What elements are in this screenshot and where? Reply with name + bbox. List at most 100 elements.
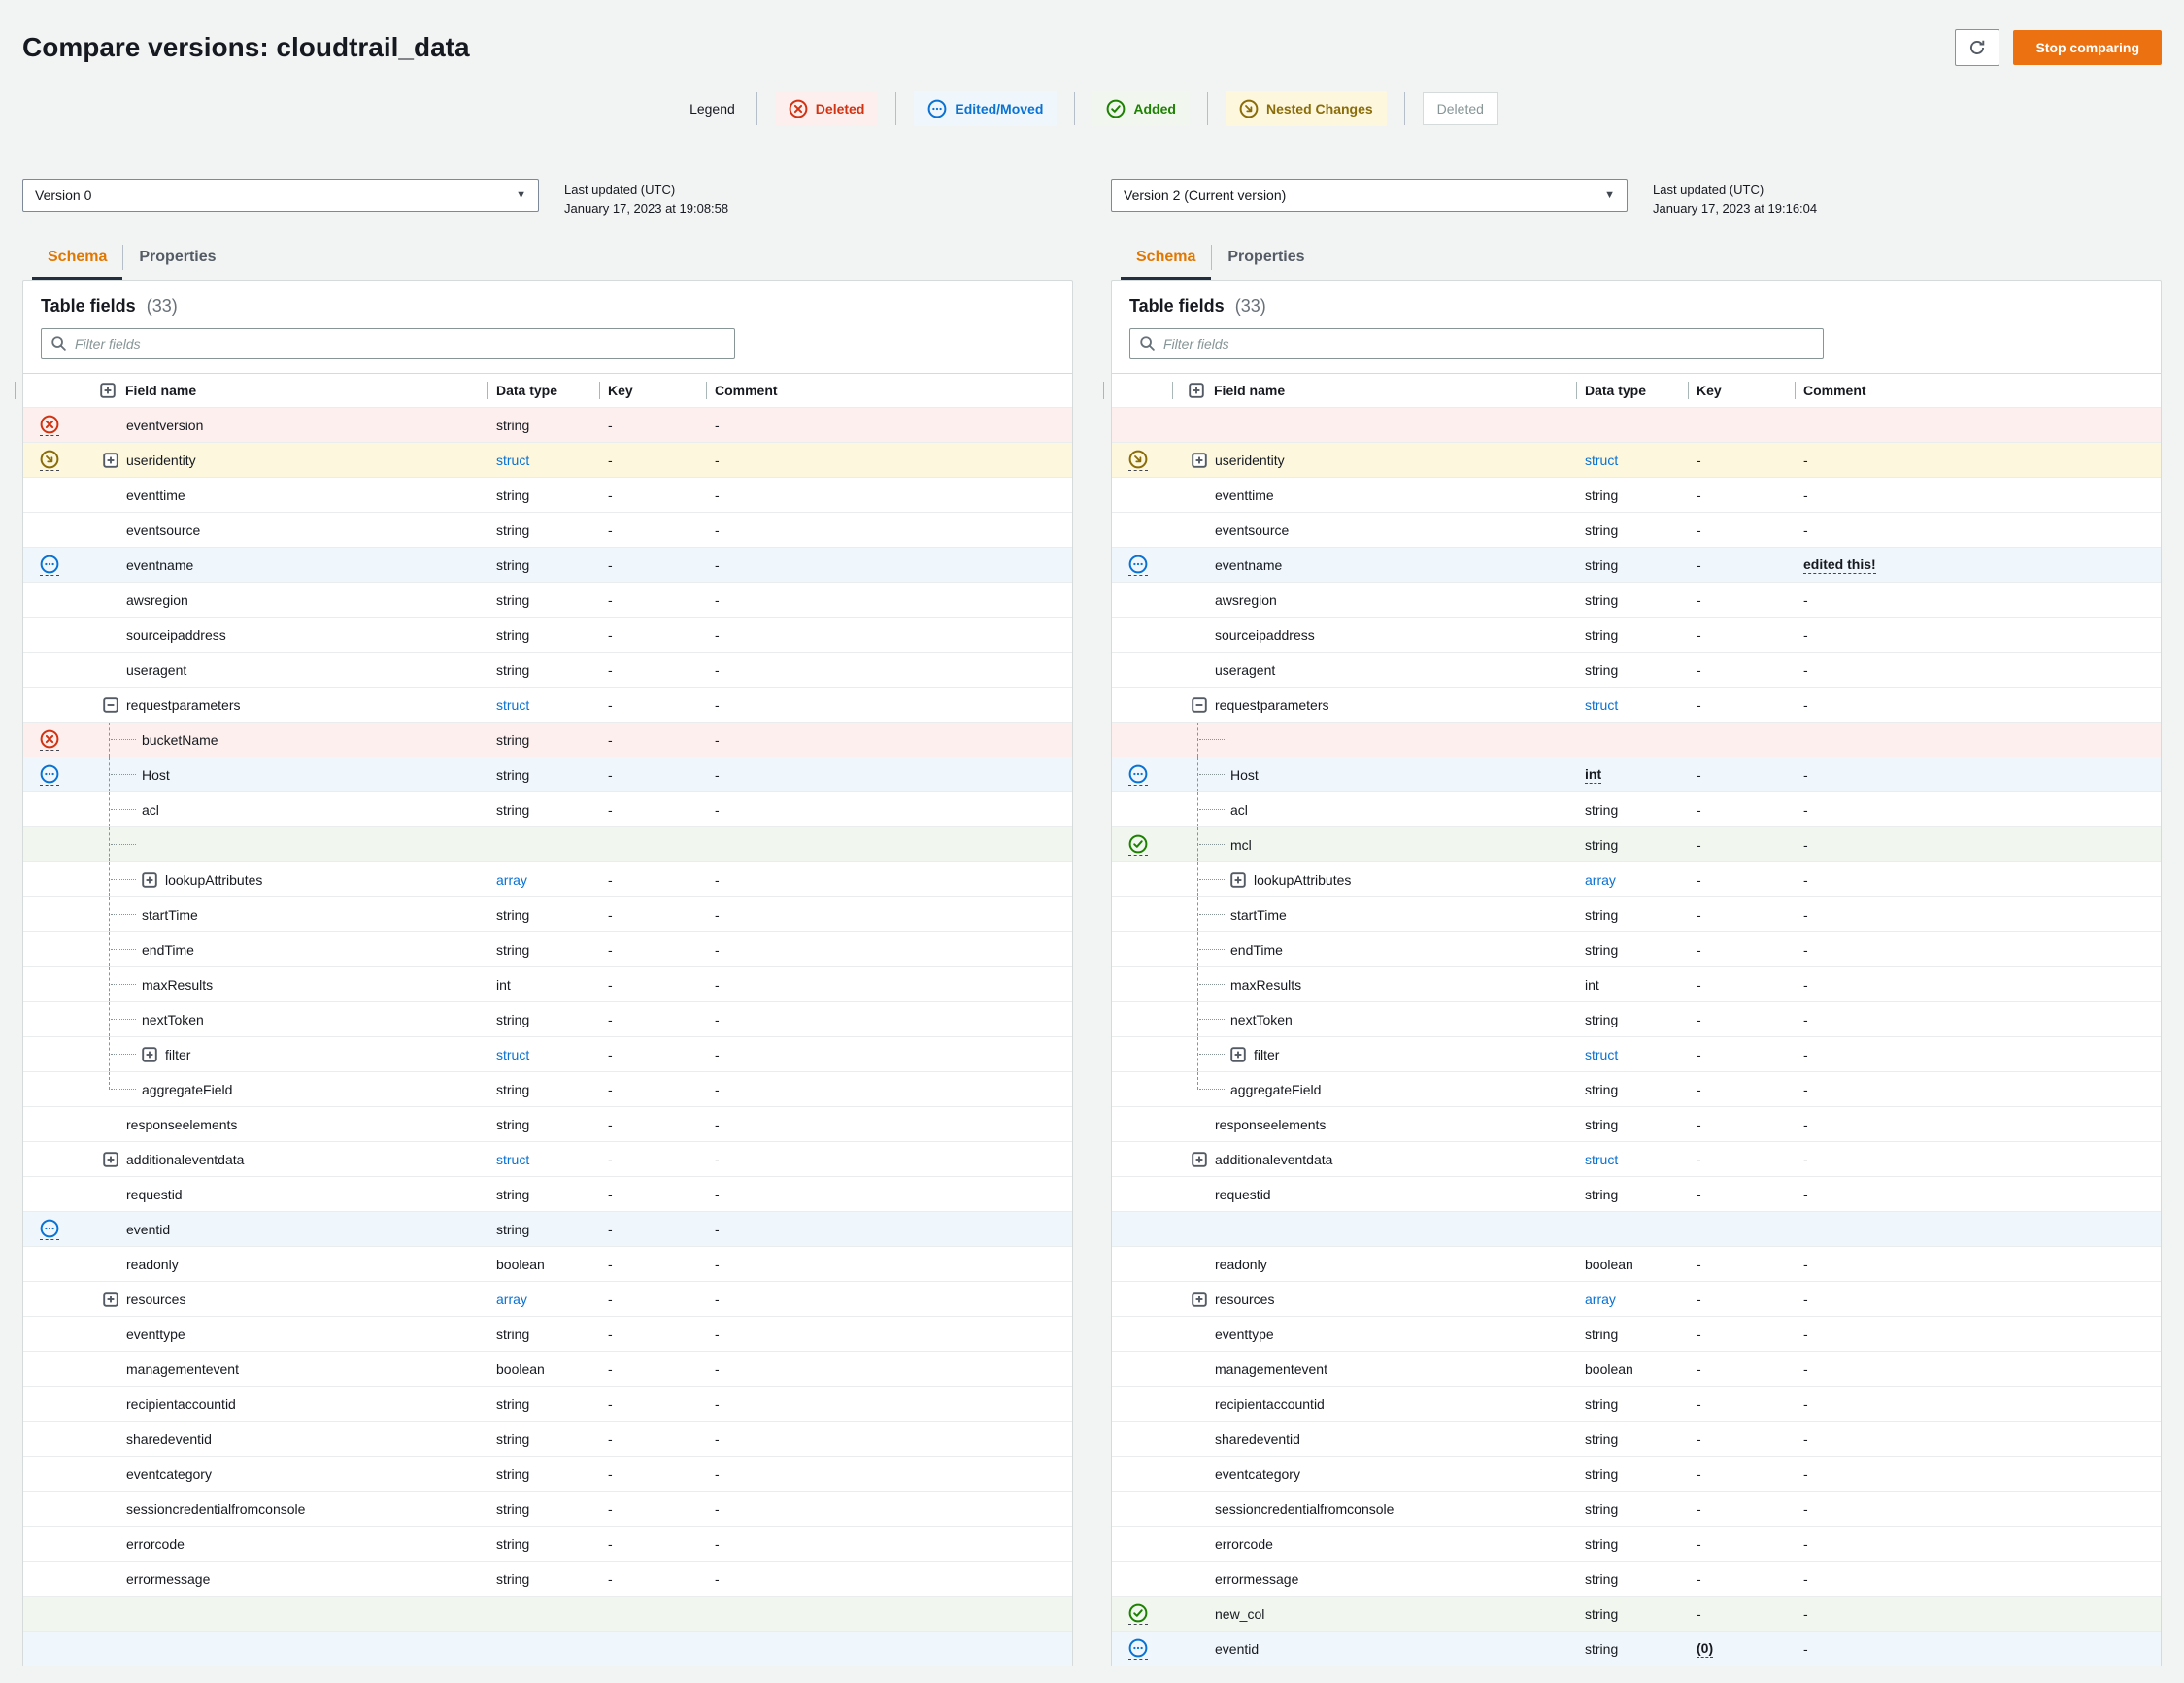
- field-name-cell: requestparameters: [76, 688, 496, 722]
- key-value: -: [608, 801, 613, 818]
- key-cell: -: [1697, 1562, 1803, 1596]
- added-icon[interactable]: [1128, 834, 1148, 856]
- edited-icon: [927, 99, 947, 118]
- comment-cell: -: [1803, 1107, 2161, 1141]
- field-name: filter: [165, 1046, 191, 1062]
- tab-schema[interactable]: Schema: [32, 243, 123, 280]
- field-name-cell: mcl: [1164, 827, 1585, 861]
- key-cell: -: [1697, 618, 1803, 652]
- data-type-link[interactable]: struct: [496, 1046, 530, 1062]
- filter-fields-input[interactable]: [41, 328, 735, 359]
- key-value: -: [608, 1431, 613, 1447]
- key-value: -: [608, 696, 613, 713]
- expand-toggle-icon[interactable]: [103, 696, 118, 713]
- expand-toggle-icon[interactable]: [142, 1046, 157, 1062]
- data-type-link[interactable]: struct: [1585, 1151, 1619, 1167]
- expand-toggle-icon[interactable]: [142, 871, 157, 888]
- field-name: eventsource: [1215, 522, 1290, 538]
- version-select[interactable]: Version 2 (Current version) ▼: [1111, 179, 1628, 212]
- filter-field-wrap: [1129, 328, 2143, 359]
- data-type-cell: string: [1585, 1107, 1697, 1141]
- data-type-link[interactable]: array: [1585, 871, 1616, 888]
- filter-fields-input[interactable]: [1129, 328, 1824, 359]
- field-name-cell: responseelements: [76, 1107, 496, 1141]
- stop-comparing-button[interactable]: Stop comparing: [2013, 30, 2162, 65]
- data-type-link[interactable]: struct: [1585, 452, 1619, 468]
- expand-toggle-icon[interactable]: [103, 1151, 118, 1167]
- field-name-cell: startTime: [76, 897, 496, 931]
- comment-value: -: [715, 871, 720, 888]
- comment-cell: -: [1803, 967, 2161, 1001]
- table-row: additionaleventdata struct - -: [1112, 1141, 2161, 1176]
- nested-icon[interactable]: [1128, 450, 1148, 471]
- field-name-cell: lookupAttributes: [1164, 862, 1585, 896]
- data-type-text: string: [496, 1465, 530, 1482]
- refresh-button[interactable]: [1955, 29, 2000, 66]
- data-type-text[interactable]: int: [1585, 765, 1602, 784]
- data-type-link[interactable]: struct: [496, 1151, 530, 1167]
- expand-toggle-icon[interactable]: [1192, 452, 1207, 468]
- expand-toggle-icon[interactable]: [1192, 696, 1207, 713]
- expand-toggle-icon[interactable]: [103, 1291, 118, 1307]
- data-type-link[interactable]: array: [496, 871, 527, 888]
- column-divider[interactable]: [1172, 382, 1173, 399]
- row-status-cell: [23, 1247, 76, 1281]
- expand-toggle-icon[interactable]: [103, 452, 118, 468]
- comment-cell: [715, 827, 1072, 861]
- tab-properties[interactable]: Properties: [139, 249, 217, 265]
- comment-cell: -: [715, 1422, 1072, 1456]
- comment-value[interactable]: edited this!: [1803, 555, 1876, 574]
- expand-toggle-icon[interactable]: [1230, 1046, 1246, 1062]
- edited-icon[interactable]: [1128, 764, 1148, 786]
- expand-toggle-icon[interactable]: [1192, 1151, 1207, 1167]
- data-type-cell: string: [496, 478, 608, 512]
- edited-icon[interactable]: [40, 764, 59, 786]
- comment-value: -: [1803, 1361, 1808, 1377]
- comment-cell: [1803, 408, 2161, 442]
- data-type-link[interactable]: struct: [496, 696, 530, 713]
- data-type-link[interactable]: struct: [1585, 1046, 1619, 1062]
- tab-properties[interactable]: Properties: [1227, 249, 1305, 265]
- key-value: -: [1697, 1465, 1701, 1482]
- key-value: -: [1697, 1256, 1701, 1272]
- edited-icon[interactable]: [40, 555, 59, 576]
- key-value[interactable]: (0): [1697, 1639, 1714, 1658]
- edited-icon[interactable]: [1128, 555, 1148, 576]
- nested-icon[interactable]: [40, 450, 59, 471]
- expand-toggle-icon[interactable]: [1230, 871, 1246, 888]
- edited-icon[interactable]: [40, 1219, 59, 1240]
- deleted-icon[interactable]: [40, 729, 59, 751]
- data-type-text: boolean: [496, 1361, 545, 1377]
- added-icon[interactable]: [1128, 1603, 1148, 1625]
- key-cell: -: [608, 583, 715, 617]
- expand-all-icon[interactable]: [1189, 383, 1204, 398]
- key-value: -: [608, 731, 613, 748]
- key-value: -: [1697, 1396, 1701, 1412]
- data-type-link[interactable]: struct: [496, 452, 530, 468]
- tab-schema[interactable]: Schema: [1121, 243, 1212, 280]
- key-cell: -: [608, 1107, 715, 1141]
- edited-icon[interactable]: [1128, 1638, 1148, 1660]
- expand-all-icon[interactable]: [100, 383, 116, 398]
- field-name: additionaleventdata: [126, 1151, 245, 1167]
- data-type-text: string: [1585, 1116, 1619, 1132]
- data-type-link[interactable]: array: [496, 1291, 527, 1307]
- field-name: maxResults: [142, 976, 214, 993]
- data-type-text: string: [1585, 1011, 1619, 1027]
- key-cell: -: [608, 1037, 715, 1071]
- field-name-cell: eventid: [76, 1212, 496, 1246]
- deleted-icon[interactable]: [40, 415, 59, 436]
- key-cell: -: [1697, 932, 1803, 966]
- row-status-cell: [23, 1492, 76, 1526]
- expand-toggle-icon[interactable]: [1192, 1291, 1207, 1307]
- row-status-cell: [23, 1387, 76, 1421]
- comment-cell: -: [715, 548, 1072, 582]
- data-type-link[interactable]: struct: [1585, 696, 1619, 713]
- data-type-link[interactable]: array: [1585, 1291, 1616, 1307]
- version-select[interactable]: Version 0 ▼: [22, 179, 539, 212]
- comment-value: -: [1803, 487, 1808, 503]
- tree-line: [1197, 897, 1198, 931]
- data-type-text: string: [496, 1221, 530, 1237]
- comment-cell: -: [1803, 1387, 2161, 1421]
- tree-branch-line: [111, 739, 136, 740]
